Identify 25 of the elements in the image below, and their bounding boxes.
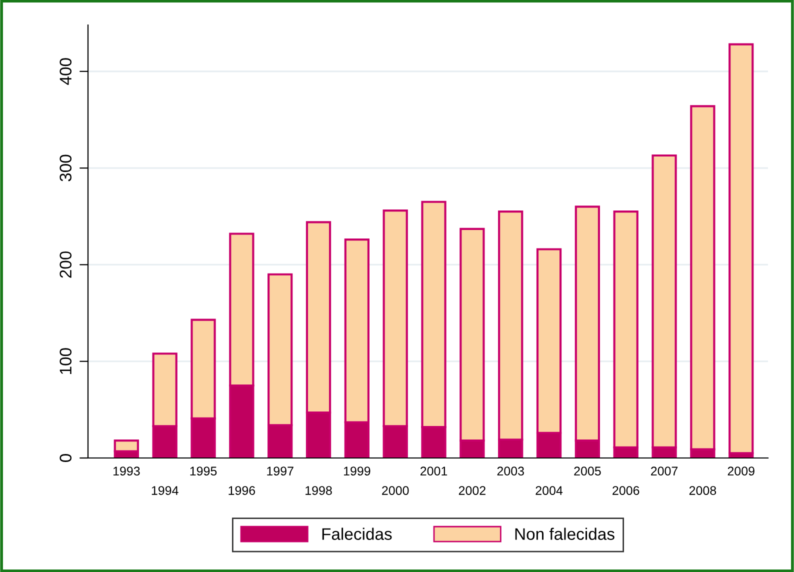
x-tick-label: 2003	[497, 466, 524, 476]
x-tick-label: 2009	[728, 466, 754, 476]
x-tick-label: 1998	[306, 486, 332, 495]
x-tick-label: 1995	[190, 466, 217, 476]
y-tick-label: 200	[60, 251, 72, 278]
y-tick-label: 400	[60, 58, 72, 85]
x-tick-label: 2000	[382, 486, 409, 495]
x-tick-label: 2002	[458, 486, 486, 495]
x-tick-label: 2005	[574, 466, 601, 476]
x-tick-label: 1999	[344, 466, 370, 476]
x-tick-label: 2004	[536, 486, 563, 495]
y-tick-label: 100	[60, 348, 72, 374]
y-tick-label: 0	[60, 454, 72, 462]
x-tick-label: 1994	[152, 486, 178, 495]
legend-label: Non falecidas	[515, 528, 614, 540]
x-tick-label: 1997	[267, 466, 294, 476]
legend-label: Falecidas	[322, 528, 392, 540]
x-tick-label: 1996	[228, 486, 256, 495]
x-tick-label: 2001	[420, 466, 448, 476]
x-tick-label: 2008	[689, 486, 716, 495]
y-tick-label: 300	[60, 154, 72, 182]
x-tick-label: 2007	[651, 466, 678, 476]
x-tick-label: 1993	[113, 466, 140, 476]
x-tick-label: 2006	[612, 486, 640, 495]
bar	[728, 43, 754, 454]
